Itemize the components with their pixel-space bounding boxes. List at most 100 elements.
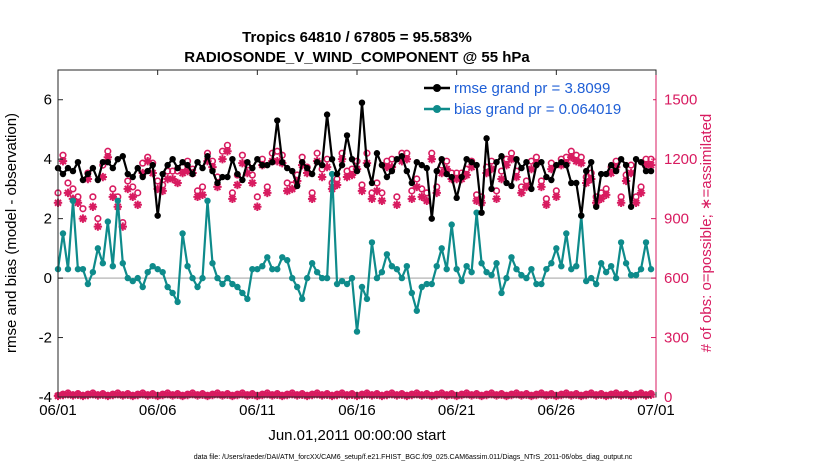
bias-point xyxy=(597,260,605,267)
obs-possible-point xyxy=(134,189,142,197)
legend-bias-label: bias grand pr = 0.064019 xyxy=(454,101,621,118)
rmse-series-layer xyxy=(54,99,655,222)
obs-assimilated-point-low xyxy=(616,391,626,400)
obs-assimilated-point xyxy=(103,153,113,162)
rmse-point xyxy=(548,176,555,184)
obs-assimilated-point xyxy=(108,192,118,202)
bias-point xyxy=(229,280,236,288)
obs-assimilated-point xyxy=(198,190,207,200)
bias-point xyxy=(478,260,485,267)
rmse-point xyxy=(114,155,122,163)
obs-assimilated-point xyxy=(193,192,202,202)
rmse-point xyxy=(274,117,281,124)
obs-assimilated-point-low xyxy=(596,390,606,399)
rmse-point xyxy=(139,173,146,181)
obs-assimilated-point-low xyxy=(372,390,382,399)
obs-assimilated-point-low xyxy=(302,391,312,401)
bias-point xyxy=(602,268,610,276)
obs-possible-point xyxy=(253,193,261,201)
obs-assimilated-point xyxy=(283,186,292,196)
rmse-point xyxy=(428,215,435,222)
obs-assimilated-point xyxy=(302,168,312,178)
obs-assimilated-point xyxy=(128,192,137,202)
obs-assimilated-point-low xyxy=(347,390,357,399)
obs-assimilated-point xyxy=(527,164,536,174)
obs-assimilated-point xyxy=(133,200,142,209)
obs-assimilated-point-low xyxy=(517,391,526,400)
obs-assimilated-point xyxy=(93,222,103,231)
bias-point xyxy=(194,283,201,291)
obs-assimilated-point-low xyxy=(397,390,407,399)
obs-assimilated-point xyxy=(168,174,177,184)
y-axis-label: rmse and bias (model - observation) xyxy=(3,113,20,353)
obs-assimilated-point-low xyxy=(427,391,436,401)
obs-assimilated-point-low xyxy=(357,390,367,400)
rmse-point xyxy=(323,111,331,118)
rmse-point xyxy=(438,155,445,163)
obs-assimilated-point xyxy=(243,168,252,178)
rmse-point xyxy=(388,167,396,175)
obs-assimilated-point xyxy=(517,188,526,198)
obs-assimilated-point xyxy=(78,214,88,223)
bias-point xyxy=(563,230,570,237)
bias-point xyxy=(64,265,72,273)
obs-assimilated-point-low xyxy=(407,390,417,400)
obs-assimilated-point-low xyxy=(542,391,551,400)
rmse-point xyxy=(593,203,600,210)
rmse-point xyxy=(174,164,181,172)
obs-assimilated-point xyxy=(482,168,491,178)
obs-assimilated-point-low xyxy=(611,390,621,399)
obs-assimilated-point xyxy=(407,194,417,204)
rmse-point xyxy=(503,179,510,187)
bias-point xyxy=(234,283,241,291)
bias-point xyxy=(154,265,161,273)
obs-assimilated-point-low xyxy=(592,391,601,400)
obs-assimilated-point xyxy=(213,182,222,192)
obs-assimilated-point xyxy=(402,154,412,164)
obs-assimilated-point xyxy=(412,182,421,192)
rmse-point xyxy=(214,179,221,187)
rmse-point xyxy=(583,167,590,175)
obs-assimilated-point xyxy=(572,156,581,166)
bias-point xyxy=(428,280,435,288)
rmse-point xyxy=(393,155,401,163)
rmse-point xyxy=(279,158,286,166)
bias-point xyxy=(289,274,296,282)
obs-assimilated-point-low xyxy=(587,390,596,399)
rmse-point xyxy=(597,170,605,178)
obs-assimilated-point-low xyxy=(83,390,93,400)
bias-point xyxy=(144,268,151,276)
rmse-point xyxy=(647,167,655,175)
obs-assimilated-point-low xyxy=(317,391,327,400)
obs-assimilated-point xyxy=(427,154,436,164)
obs-assimilated-point-low xyxy=(467,391,476,400)
bias-point xyxy=(139,283,146,291)
obs-assimilated-point xyxy=(387,162,397,172)
obs-assimilated-point-low xyxy=(293,391,302,400)
obs-assimilated-point xyxy=(143,156,152,166)
bias-point xyxy=(593,280,600,288)
bias-point xyxy=(393,265,401,273)
obs-assimilated-point-low xyxy=(238,390,247,399)
obs-assimilated-point-low xyxy=(332,390,342,400)
obs-assimilated-point-low xyxy=(78,391,88,401)
rmse-point xyxy=(568,179,575,187)
rmse-point xyxy=(79,176,87,184)
obs-assimilated-point-low xyxy=(188,390,197,399)
bias-point xyxy=(209,260,216,267)
obs-assimilated-point xyxy=(392,200,402,209)
y2-tick-label: 900 xyxy=(664,211,689,228)
obs-assimilated-point xyxy=(203,156,212,166)
bias-point xyxy=(89,268,97,276)
obs-assimilated-point xyxy=(347,170,357,180)
x-tick-label: 06/21 xyxy=(438,402,476,419)
bias-point xyxy=(104,218,112,225)
rmse-point xyxy=(303,164,311,172)
bias-point xyxy=(607,263,615,270)
rmse-point xyxy=(343,132,351,139)
y2-tick-label: 300 xyxy=(664,330,689,347)
bias-point xyxy=(249,265,256,273)
obs-assimilated-point xyxy=(636,188,646,198)
obs-assimilated-point-low xyxy=(382,390,392,400)
obs-assimilated-point-low xyxy=(502,391,511,401)
